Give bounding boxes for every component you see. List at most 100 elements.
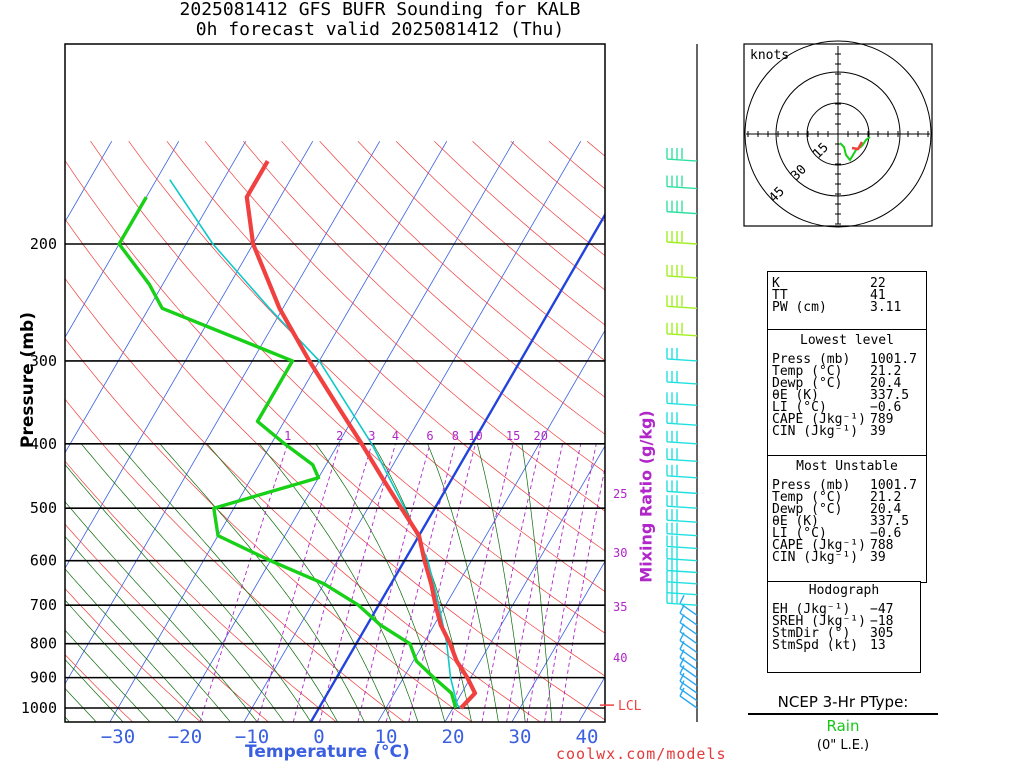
hodograph-param-row: SREH (Jkg⁻¹) −18 <box>768 614 920 629</box>
lowest-level-row-key: Temp (°C) <box>772 364 843 379</box>
lowest-level-row-value: 337.5 <box>870 388 910 403</box>
pressure-tick-label: 200 <box>30 235 57 253</box>
wind-barb <box>679 665 698 687</box>
mixing-ratio-label: Mixing Ratio (g/kg) <box>636 410 656 583</box>
lowest-level-row-key: CAPE (Jkg⁻¹) <box>772 412 866 427</box>
moist-adiabat-line <box>315 443 446 722</box>
most-unstable-row: θE (K) 337.5 <box>768 514 926 529</box>
hodograph-param-row-key: SREH (Jkg⁻¹) <box>772 614 866 629</box>
hodograph-params-panel: Hodograph EH (Jkg⁻¹) −47 SREH (Jkg⁻¹) −18 St… <box>767 581 921 673</box>
lowest-level-row: LI (°C) −0.6 <box>768 400 926 415</box>
most-unstable-row: CAPE (Jkg⁻¹) 788 <box>768 538 926 553</box>
lowest-level-row: CIN (Jkg⁻¹) 39 <box>768 425 926 438</box>
hodograph-param-row: StmSpd (kt) 13 <box>768 638 920 653</box>
dry-adiabat-line <box>204 140 605 512</box>
mixing-ratio-line <box>506 443 564 722</box>
wind-barb <box>679 687 698 709</box>
moist-adiabat-line <box>65 501 258 722</box>
mixing-ratio-line <box>199 443 289 722</box>
temperature-tick-label: −30 <box>101 726 135 748</box>
wind-barb <box>679 604 698 626</box>
hodograph-storm-motion <box>851 141 864 151</box>
temperature-tick-label: 40 <box>576 726 599 748</box>
most-unstable-row-value: 337.5 <box>870 514 910 529</box>
wind-barb <box>666 559 698 574</box>
dry-adiabat-line <box>434 140 605 291</box>
lowest-level-row-key: θE (K) <box>772 388 819 403</box>
moist-adiabat-line <box>427 443 499 722</box>
ptype-title: NCEP 3-Hr PType: <box>748 693 938 715</box>
basic-index-row-key: TT <box>772 288 788 303</box>
freezing-isotherm <box>309 212 605 722</box>
temperature-tick-label: 20 <box>442 726 465 748</box>
moist-adiabat-line <box>372 443 472 722</box>
ptype-block: NCEP 3-Hr PType: Rain (0" L.E.) <box>748 693 938 753</box>
pressure-tick-label: 400 <box>30 435 57 453</box>
basic-index-row-key: K <box>772 276 780 291</box>
hodograph-param-row-value: 13 <box>870 638 886 653</box>
lowest-level-row-value: 1001.7 <box>870 352 917 367</box>
hodograph-param-row-key: StmDir (°) <box>772 626 851 641</box>
lowest-level-panel: Lowest level Press (mb) 1001.7 Temp (°C) 21… <box>767 329 927 457</box>
lowest-level-row: Press (mb) 1001.7 <box>768 352 926 367</box>
most-unstable-row: CIN (Jkg⁻¹) 39 <box>768 551 926 564</box>
lowest-level-row: Dewp (°C) 20.4 <box>768 376 926 391</box>
isotherm-line <box>444 445 605 722</box>
wind-barb <box>666 430 698 445</box>
hodograph-param-row-value: −47 <box>870 602 894 617</box>
wind-barb <box>666 295 698 310</box>
lowest-level-row-value: −0.6 <box>870 400 902 415</box>
dry-adiabat-line <box>65 337 473 722</box>
chart-title: 2025081412 GFS BUFR Sounding for KALB <box>179 0 581 20</box>
lowest-level-row-value: 789 <box>870 412 894 427</box>
lowest-level-row-key: LI (°C) <box>772 400 827 415</box>
pressure-tick-label: 1000 <box>21 699 57 717</box>
pressure-tick-label: 900 <box>30 669 57 687</box>
hodograph-param-row-value: −18 <box>870 614 894 629</box>
isotherm-line <box>65 140 314 570</box>
pressure-tick-label: 600 <box>30 552 57 570</box>
wind-barb <box>666 412 698 426</box>
most-unstable-row: Temp (°C) 21.2 <box>768 491 926 504</box>
hodograph-param-row-key: EH (Jkg⁻¹) <box>772 602 851 617</box>
chart-subtitle: 0h forecast valid 2025081412 (Thu) <box>195 19 565 40</box>
mixing-ratio-tick-label: 25 <box>613 487 627 501</box>
moist-adiabat-line <box>259 443 419 722</box>
most-unstable-row-key: θE (K) <box>772 514 819 529</box>
dry-adiabat-line <box>166 140 605 552</box>
lowest-level-row-value: 21.2 <box>870 364 902 379</box>
dry-adiabat-line <box>243 140 605 473</box>
mixing-ratio-tick-label: 15 <box>506 429 520 443</box>
mixing-ratio-tick-label: 20 <box>534 429 548 443</box>
lowest-level-row: θE (K) 337.5 <box>768 388 926 403</box>
moist-adiabat-line <box>206 443 392 722</box>
basic-index-row-value: 3.11 <box>870 300 902 315</box>
mixing-ratio-line <box>408 443 476 722</box>
temperature-tick-label: 10 <box>375 726 398 748</box>
most-unstable-row-key: LI (°C) <box>772 526 827 541</box>
most-unstable-row-key: CAPE (Jkg⁻¹) <box>772 538 866 553</box>
dry-adiabat-line <box>472 140 605 257</box>
wind-barb <box>666 464 698 479</box>
lowest-level-row: Temp (°C) 21.2 <box>768 364 926 379</box>
lowest-level-row-key: Dewp (°C) <box>772 376 843 391</box>
moist-adiabat-line <box>65 687 97 722</box>
hodograph-params-title: Hodograph <box>808 583 880 598</box>
moist-adiabat-line <box>65 599 178 722</box>
mixing-ratio-line <box>559 465 605 722</box>
wind-barb <box>666 448 698 463</box>
moist-adiabat-line <box>521 443 553 722</box>
lowest-level-row-key: Press (mb) <box>772 352 851 367</box>
mixing-ratio-line <box>544 443 597 722</box>
wind-barb <box>666 509 698 523</box>
basic-index-row-value: 41 <box>870 288 886 303</box>
isotherm-line <box>65 140 381 685</box>
wind-barb <box>679 594 698 616</box>
most-unstable-row-key: Press (mb) <box>772 478 851 493</box>
hodograph-ring <box>744 40 932 228</box>
mixing-ratio-tick-label: 3 <box>368 429 375 443</box>
wind-barb <box>679 680 698 702</box>
lowest-level-row: CAPE (Jkg⁻¹) 789 <box>768 412 926 427</box>
dry-adiabat-line <box>90 141 605 634</box>
